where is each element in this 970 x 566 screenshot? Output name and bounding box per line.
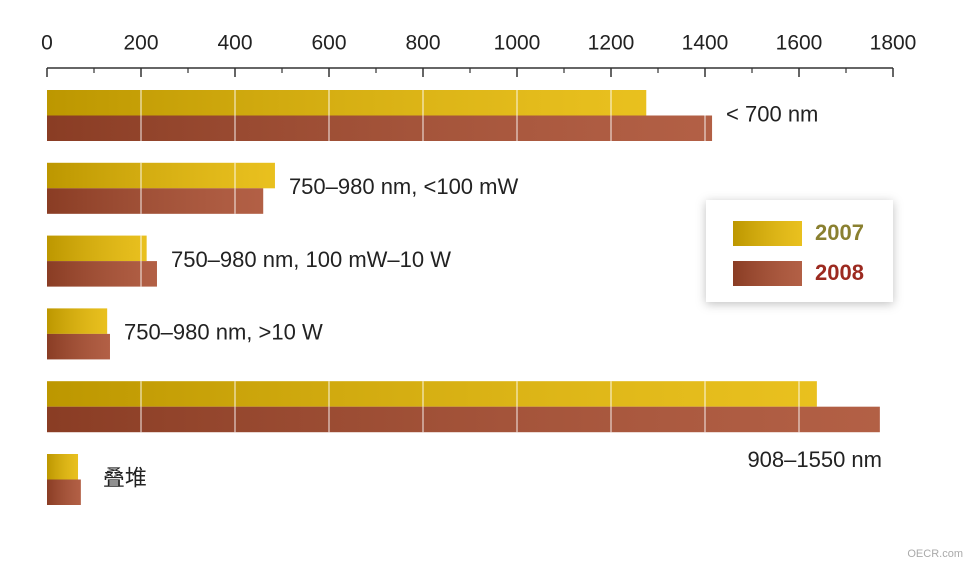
category-label: 750–980 nm, <100 mW [289,174,519,199]
legend-swatch-shade [733,221,802,246]
category-label: 叠堆 [103,467,147,492]
bar-shade [47,235,147,262]
x-tick-label: 800 [405,32,440,55]
x-tick-label: 200 [123,32,158,55]
x-tick-label: 1600 [776,32,823,55]
x-tick-label: 1000 [494,32,541,55]
bar-shade [47,406,880,433]
legend-swatch-shade [733,261,802,286]
category-label: < 700 nm [726,101,818,126]
category-label: 750–980 nm, 100 mW–10 W [171,247,451,272]
legend-box [706,200,893,302]
bar-shade [47,333,110,360]
legend: 2007 2008 [706,200,893,302]
bar-shade [47,454,79,480]
legend-label: 2008 [815,260,864,285]
legend-label: 2007 [815,220,864,245]
x-tick-label: 600 [311,32,346,55]
bar-shade [47,308,108,334]
bar-shade [47,90,647,116]
category-label: 908–1550 nm [747,447,882,472]
bar-shade [47,188,264,214]
bar-shade [47,261,157,287]
category-label: 750–980 nm, >10 W [124,320,323,345]
x-tick-label: 1400 [682,32,729,55]
x-tick-label: 1200 [588,32,635,55]
x-tick-label: 1800 [870,32,917,55]
bar-shade [47,479,81,505]
watermark: OECR.com [907,548,963,560]
bar-shade [47,381,817,407]
x-tick-label: 400 [217,32,252,55]
bar-shade [47,162,275,189]
bar-shade [47,115,713,141]
x-tick-label: 0 [41,32,53,55]
